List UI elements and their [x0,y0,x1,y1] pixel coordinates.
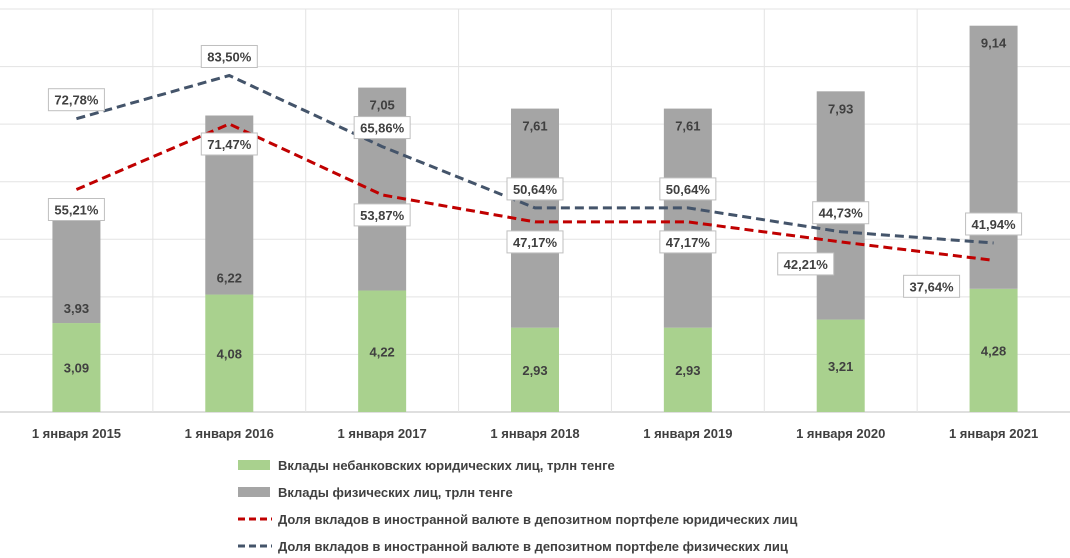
pct-label-legal: 47,17% [659,230,717,254]
pct-label-text: 41,94% [972,217,1017,232]
pct-label-box [353,116,411,140]
bar-legal-entities [663,327,712,412]
line-individual-fx-share [76,73,994,245]
x-tick-label: 1 января 2015 [32,426,121,441]
pct-label-text: 65,86% [360,121,405,136]
lines [75,73,994,262]
bar-individuals [511,108,559,328]
pct-label-text: 55,21% [54,203,99,218]
bar-data-label: 4,08 [217,346,242,361]
pct-label-text: 47,17% [666,235,711,250]
pct-label-text: 37,64% [910,279,955,294]
pct-label-text: 42,21% [784,257,829,272]
legend: Вклады небанковских юридических лиц, трл… [238,458,797,554]
bar-data-label: 4,22 [369,344,394,359]
pct-label-text: 44,73% [819,206,864,221]
bar-data-label: 6,22 [217,271,242,286]
legend-swatch [238,460,270,470]
pct-label-box [506,177,564,201]
x-tick-label: 1 января 2019 [643,426,732,441]
bar-data-label: 2,93 [675,363,700,378]
pct-label-individual: 65,86% [353,116,411,140]
legend-item: Доля вкладов в иностранной валюте в депо… [238,512,797,527]
pct-label-individual: 44,73% [812,201,870,225]
pct-label-text: 53,87% [360,208,405,223]
bar-data-label: 3,21 [828,359,853,374]
pct-label-text: 50,64% [666,182,711,197]
pct-label-box [200,132,258,156]
bar-legal-entities [816,319,865,412]
pct-label-legal: 47,17% [506,230,564,254]
legend-label: Доля вкладов в иностранной валюте в депо… [278,539,788,554]
pct-label-box [200,44,258,68]
pct-label-legal: 37,64% [903,274,961,298]
pct-label-text: 83,50% [207,49,252,64]
bar-legal-entities [511,327,559,412]
pct-label-text: 50,64% [513,182,558,197]
bar-legal-entities [52,323,101,412]
bar-data-label: 2,93 [522,363,547,378]
pct-label-individual: 83,50% [200,44,258,68]
bar-legal-entities [969,288,1018,412]
bar-data-label: 3,09 [64,361,89,376]
pct-label-legal: 53,87% [353,203,411,227]
pct-label-box [659,177,717,201]
x-tick-label: 1 января 2016 [185,426,274,441]
pct-label-box [903,274,961,298]
legend-label: Вклады небанковских юридических лиц, трл… [278,458,615,473]
pct-label-individual: 50,64% [506,177,564,201]
legend-item: Доля вкладов в иностранной валюте в депо… [238,539,788,554]
legend-label: Вклады физических лиц, трлн тенге [278,485,513,500]
pct-label-legal: 55,21% [47,198,105,222]
line-legal-fx-share [75,122,994,262]
bar-individuals [969,25,1018,289]
bar-individuals [663,108,712,328]
bar-individuals [52,209,101,324]
pct-label-text: 72,78% [54,93,99,108]
bar-data-label: 4,28 [981,343,1006,358]
pct-label-box [659,230,717,254]
bars: 3,09 3,93 4,08 6,22 4,22 7,05 2,93 7,61 2,93 7,61… [52,25,1018,412]
bar-data-label: 7,61 [675,119,700,134]
pct-label-box [965,212,1023,236]
x-tick-label: 1 января 2020 [796,426,885,441]
pct-label-box [777,252,835,276]
legend-label: Доля вкладов в иностранной валюте в депо… [278,512,797,527]
legend-item: Вклады небанковских юридических лиц, трл… [238,458,615,473]
pct-label-box [812,201,870,225]
pct-label-box [47,198,105,222]
bar-data-label: 7,93 [828,101,853,116]
pct-label-box [353,203,411,227]
x-tick-label: 1 января 2021 [949,426,1038,441]
percent-labels: 55,21% 71,47% 53,87% 47,17% 47,17% 42,21% 37,6… [47,44,1023,298]
pct-label-individual: 50,64% [659,177,717,201]
legend-item: Вклады физических лиц, трлн тенге [238,485,513,500]
legend-swatch [238,487,270,497]
pct-label-box [506,230,564,254]
bar-data-label: 7,61 [522,119,547,134]
category-labels: 1 января 2015 1 января 2016 1 января 2017 1… [32,426,1038,441]
pct-label-legal: 71,47% [200,132,258,156]
x-tick-label: 1 января 2018 [490,426,579,441]
bar-data-label: 9,14 [981,36,1007,51]
pct-label-individual: 41,94% [965,212,1023,236]
bar-legal-entities [358,290,407,412]
pct-label-text: 47,17% [513,235,558,250]
x-tick-label: 1 января 2017 [338,426,427,441]
pct-label-legal: 42,21% [777,252,835,276]
bar-legal-entities [205,294,254,412]
bar-data-label: 3,93 [64,301,89,316]
pct-label-individual: 72,78% [47,88,105,112]
pct-label-box [47,88,105,112]
bar-data-label: 7,05 [369,98,394,113]
pct-label-text: 71,47% [207,137,252,152]
